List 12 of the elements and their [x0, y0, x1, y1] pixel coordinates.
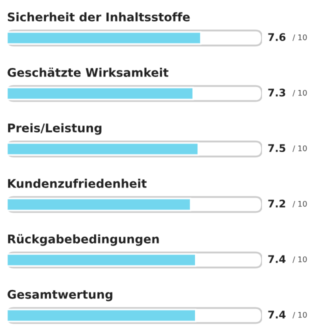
data-label: 7.4 — [268, 255, 286, 263]
y-tick-label: Kundenzufriedenheit — [8, 178, 147, 188]
data-label: 7.5 — [268, 144, 286, 152]
data-label: 7.4 — [268, 310, 286, 318]
y-tick-label: Rückgabebedingungen — [8, 234, 159, 246]
data-label: 7.3 — [268, 88, 286, 97]
data-label: 7.2 — [268, 200, 286, 208]
y-tick-label: Geschätzte Wirksamkeit — [8, 68, 168, 77]
y-tick-label: Preis/Leistung — [8, 123, 102, 135]
data-label: 7.6 — [268, 33, 286, 42]
y-tick-label: Gesamtwertung — [8, 290, 112, 302]
y-tick-label: Sicherheit der Inhaltsstoffe — [8, 12, 190, 22]
